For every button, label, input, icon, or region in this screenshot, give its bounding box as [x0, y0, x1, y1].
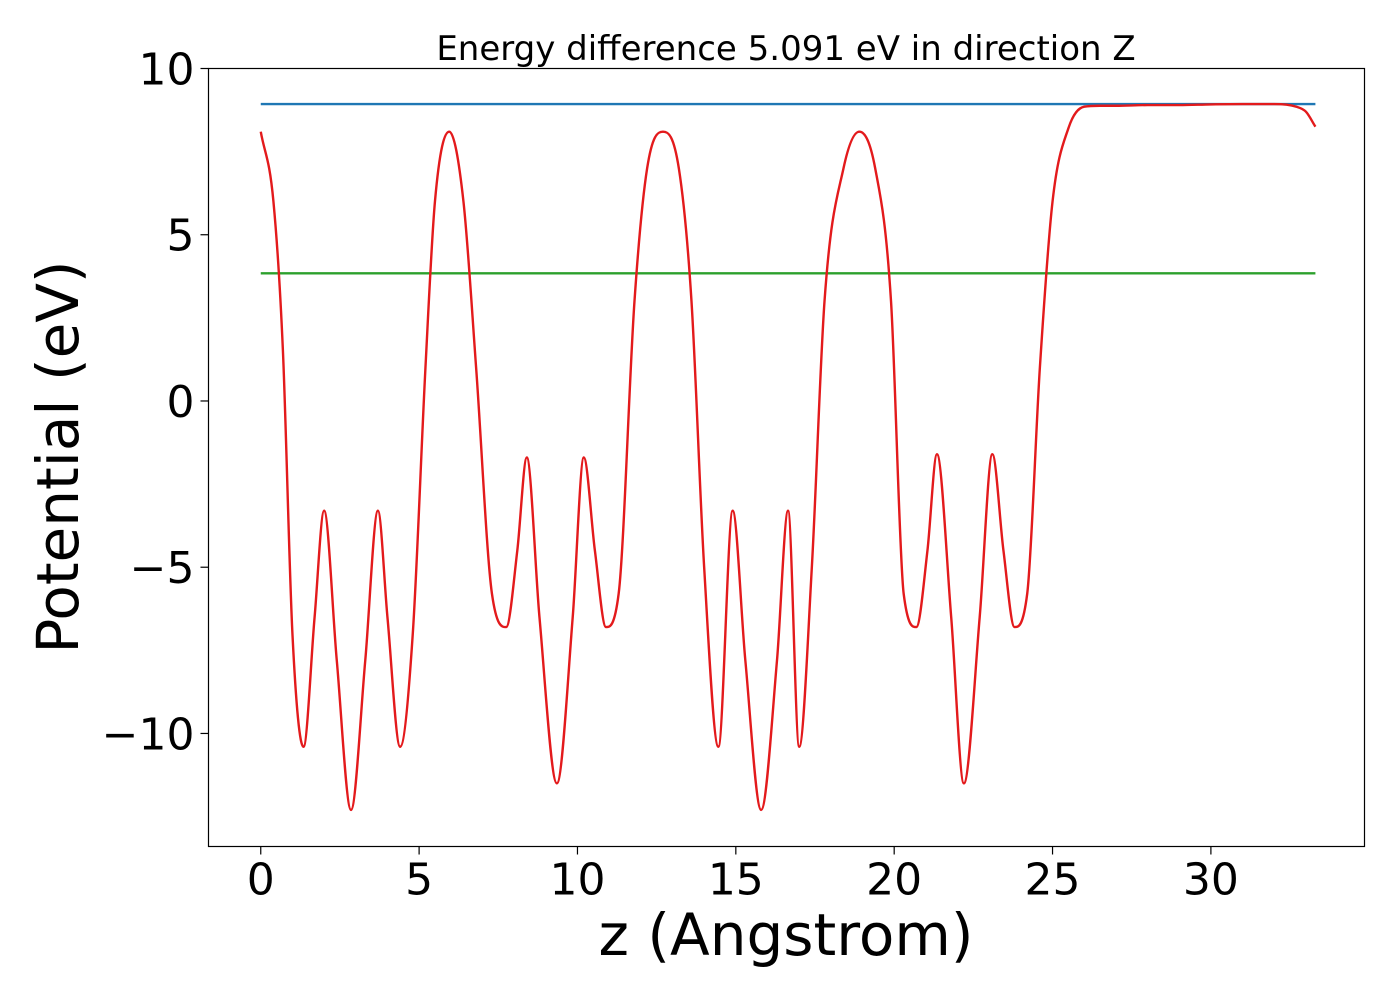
chart-title: Energy difference 5.091 eV in direction …: [436, 29, 1135, 69]
x-tick-label: 20: [866, 855, 922, 906]
x-tick-label: 15: [708, 855, 764, 906]
x-tick-label: 0: [247, 855, 275, 906]
y-tick-label: −10: [102, 709, 195, 760]
x-tick-label: 5: [405, 855, 433, 906]
x-axis-label: z (Angstrom): [599, 901, 974, 969]
x-tick-label: 25: [1025, 855, 1081, 906]
x-tick-label: 10: [549, 855, 605, 906]
y-tick-label: 5: [167, 211, 195, 262]
axes-frame: [207, 67, 1366, 848]
y-tick-label: 10: [139, 45, 195, 96]
series-line-3: [259, 102, 1317, 812]
x-tick-label: 30: [1183, 855, 1239, 906]
y-axis-label: Potential (eV): [24, 260, 92, 653]
y-tick-label: 0: [167, 377, 195, 428]
plot-lines: [259, 102, 1317, 812]
y-axis-ticks: −10 −5 0 5 10: [102, 45, 209, 760]
x-axis-ticks: 0 5 10 15 20 25 30: [247, 846, 1239, 906]
y-tick-label: −5: [130, 543, 195, 594]
